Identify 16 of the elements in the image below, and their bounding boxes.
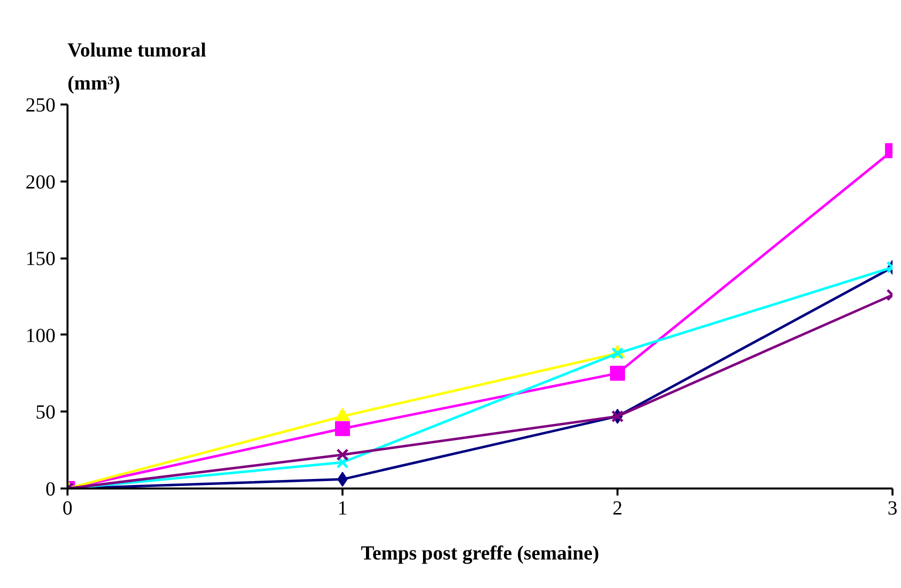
point: [335, 421, 350, 436]
y-tick-label: 200: [26, 171, 56, 194]
y-tick-label: 150: [26, 248, 56, 270]
y-tick-label: 100: [26, 324, 56, 347]
x-tick-label: 0: [62, 498, 72, 520]
x-axis-title: Temps post greffe (semaine): [360, 542, 600, 564]
point: [336, 448, 349, 461]
x-tick-label: 1: [338, 498, 348, 520]
x-tick-label: 2: [612, 498, 622, 520]
y-tick-label: 250: [26, 94, 56, 116]
point: [337, 472, 348, 487]
y-axis-title: Volume tumoral (mm³): [68, 40, 207, 94]
x-tick-label: 3: [888, 498, 898, 520]
y-tick-label: 0: [46, 478, 56, 500]
point: [610, 366, 625, 381]
y-tick-label: 50: [36, 402, 56, 424]
